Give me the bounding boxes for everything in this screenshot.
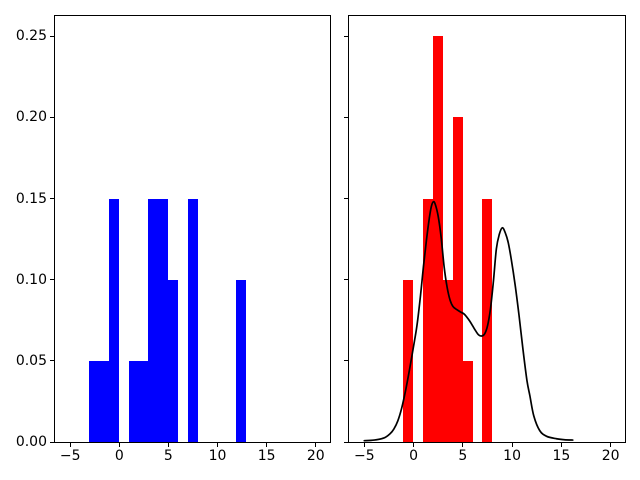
x-axis-tick-label: 15 [552, 448, 571, 464]
x-axis-tick [167, 443, 169, 447]
x-axis-tick [217, 443, 218, 447]
y-axis-tick-label: 0.25 [15, 28, 47, 45]
blue-histogram-bar [109, 198, 119, 442]
x-axis-tick-label: 20 [601, 448, 620, 464]
x-axis-tick-label: 10 [208, 448, 227, 464]
y-axis-tick [50, 116, 54, 118]
y-axis-tick [344, 441, 348, 443]
y-axis-tick [344, 35, 348, 37]
blue-histogram-bar [89, 360, 110, 442]
x-axis-tick-label: 15 [257, 448, 276, 464]
x-axis-tick [610, 443, 612, 447]
x-axis-tick [315, 443, 317, 447]
x-axis-tick [118, 443, 120, 447]
y-axis-tick [50, 360, 54, 362]
y-axis-tick-label: 0.05 [15, 352, 47, 369]
y-axis-tick [50, 441, 54, 443]
red-histogram-bar [423, 198, 434, 442]
blue-histogram-bar [128, 360, 149, 442]
x-axis-tick-label: −5 [59, 448, 81, 464]
y-axis-tick [344, 198, 348, 200]
right-histogram-kde-axes: −5 0 5 10 15 20 [344, 15, 626, 463]
red-histogram-bar [463, 360, 474, 442]
y-axis-tick [344, 360, 348, 362]
x-axis-tick-label: 0 [114, 448, 124, 464]
y-axis-tick [50, 35, 54, 37]
y-axis-tick-label: 0.20 [15, 109, 47, 126]
x-axis-tick-label: 0 [409, 448, 419, 464]
x-axis-tick [560, 443, 562, 447]
y-axis-tick-label: 0.00 [15, 434, 47, 450]
x-axis-tick-label: 5 [163, 448, 173, 464]
x-axis-tick [266, 443, 268, 447]
red-histogram-bar [443, 279, 454, 442]
blue-histogram-bar [167, 279, 178, 442]
x-axis-tick-label: 10 [503, 448, 522, 464]
y-axis-tick-label: 0.10 [15, 271, 47, 288]
y-axis-tick [50, 198, 54, 200]
x-axis-tick-label: 5 [458, 448, 468, 464]
x-axis-tick [363, 443, 365, 447]
blue-histogram-bar [148, 198, 168, 442]
y-axis-tick-label: 0.15 [15, 190, 47, 207]
red-histogram-bar [433, 36, 444, 442]
red-histogram-bar [453, 117, 464, 442]
x-axis-tick [511, 443, 513, 447]
y-axis-tick [50, 279, 54, 281]
x-axis-tick [413, 443, 415, 447]
red-histogram-bar [402, 279, 413, 442]
x-axis-tick [462, 443, 464, 447]
left-histogram-axes: −5 0 5 10 15 20 0.00 0.05 0.10 0.15 0.20 0.25 [16, 15, 331, 463]
y-axis-tick [344, 279, 348, 281]
y-axis-tick [344, 116, 348, 118]
x-axis-tick [69, 443, 71, 447]
blue-histogram-bar [187, 198, 198, 442]
blue-histogram-bar [236, 279, 246, 442]
x-axis-tick-label: 20 [306, 448, 325, 464]
x-axis-tick-label: −5 [353, 448, 375, 464]
red-histogram-bar [482, 198, 493, 442]
